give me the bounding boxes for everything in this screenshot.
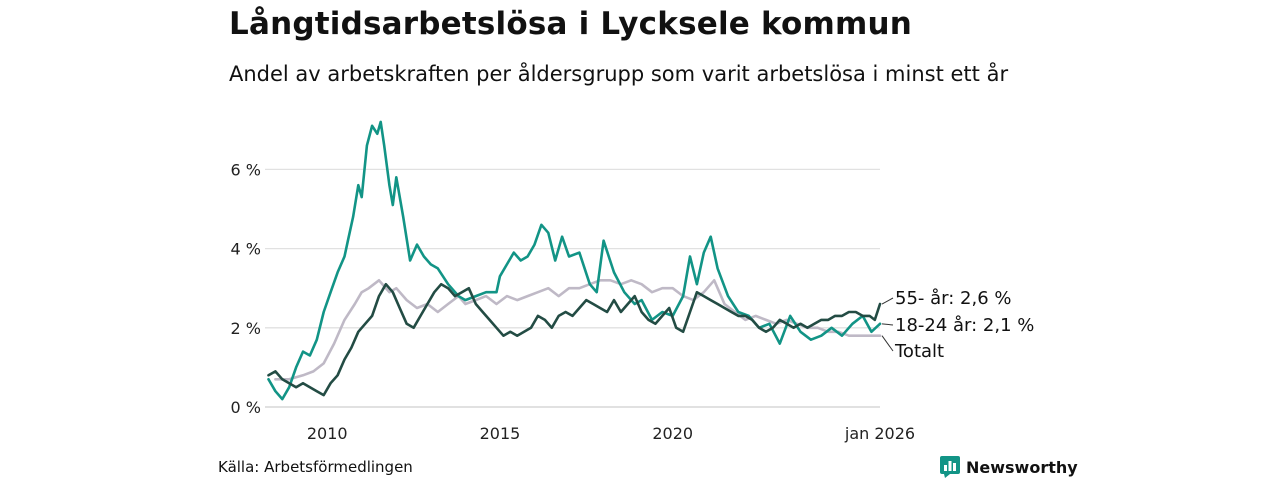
end-label-totalt: Totalt <box>894 341 944 362</box>
newsworthy-logo-icon <box>940 456 960 478</box>
end-labels: Totalt 18-24 år: 2,1 % 55- år: 2,6 % <box>881 288 1034 362</box>
newsworthy-logo: Newsworthy <box>940 455 1078 479</box>
series-lines <box>267 120 882 401</box>
x-axis-ticks: 2010 2015 2020 jan 2026 <box>307 424 915 443</box>
y-axis-ticks: 0 % 2 % 4 % 6 % <box>231 160 261 417</box>
source-note: Källa: Arbetsförmedlingen <box>218 458 413 476</box>
grid-lines <box>265 168 880 408</box>
chart-subtitle: Andel av arbetskraften per åldersgrupp s… <box>229 62 1009 86</box>
y-tick-label-2: 2 % <box>231 319 261 338</box>
x-tick-label-2015: 2015 <box>480 424 521 443</box>
end-label-55-r: 55- år: 2,6 % <box>895 288 1011 309</box>
series-line-18-24-r <box>267 120 882 401</box>
leader-line-18-24-r <box>881 323 894 326</box>
x-tick-label-jan-2026: jan 2026 <box>844 424 915 443</box>
newsworthy-logo-text: Newsworthy <box>966 457 1078 477</box>
y-tick-label-4: 4 % <box>231 240 261 259</box>
leader-line-55-r <box>881 297 894 305</box>
series-line-totalt <box>274 278 882 381</box>
chart-title: Långtidsarbetslösa i Lycksele kommun <box>229 6 913 42</box>
series-line-55-r <box>267 282 882 397</box>
x-tick-label-2010: 2010 <box>307 424 348 443</box>
y-tick-label-6: 6 % <box>231 160 261 179</box>
end-label-18-24-r: 18-24 år: 2,1 % <box>895 315 1034 336</box>
leader-line-totalt <box>881 335 894 352</box>
x-tick-label-2020: 2020 <box>652 424 693 443</box>
y-tick-label-0: 0 % <box>231 398 261 417</box>
